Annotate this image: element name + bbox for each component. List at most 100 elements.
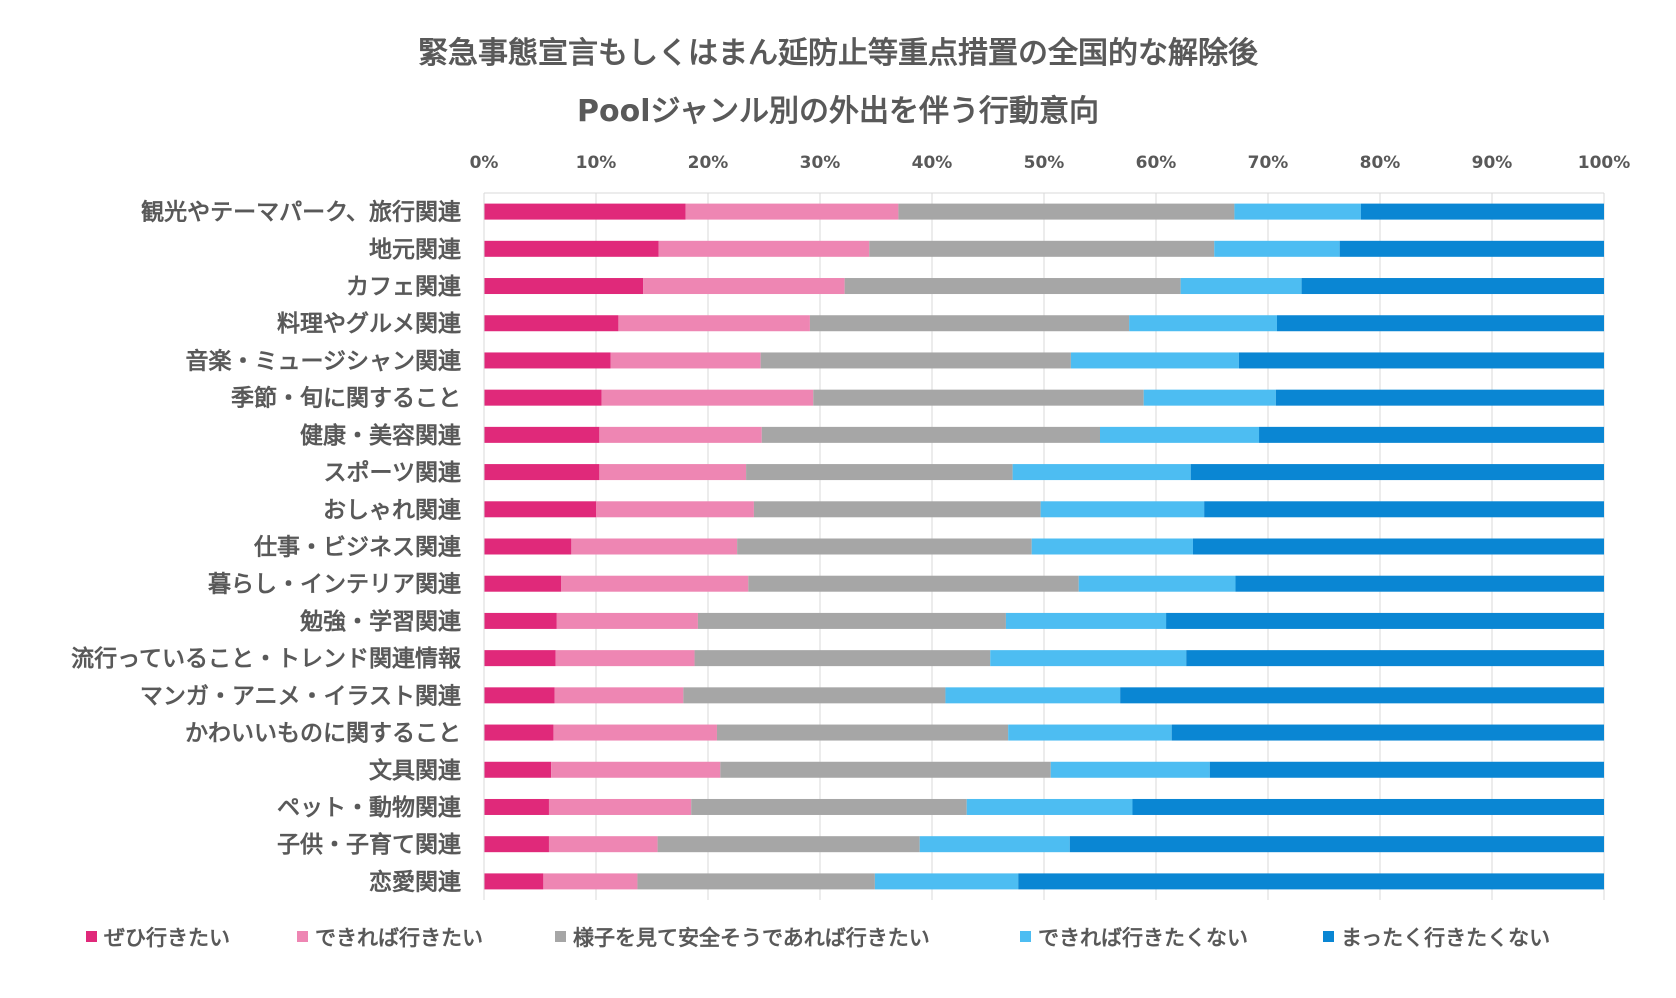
bar-segment [919, 836, 1070, 853]
bar-segment [484, 315, 619, 332]
bar-segment [966, 798, 1133, 815]
bar-segment [484, 464, 600, 481]
bar-segment [484, 724, 554, 741]
bar-segment [1031, 538, 1193, 555]
legend-label: まったく行きたくない [1341, 926, 1550, 950]
x-tick-label: 70% [1248, 153, 1289, 173]
bar-segment [657, 836, 920, 853]
bar-segment [1166, 612, 1604, 629]
bar-segment [945, 687, 1121, 704]
legend-swatch [1020, 931, 1031, 942]
bar-segment [874, 873, 1019, 890]
bar-segment [869, 240, 1215, 257]
bar-segment [1120, 687, 1604, 704]
bar-segment [554, 687, 684, 704]
chart-title: 緊急事態宣言もしくはまん延防止等重点措置の全国的な解除後 [418, 36, 1258, 71]
category-label: カフェ関連 [346, 274, 462, 300]
category-label: 料理やグルメ関連 [277, 310, 462, 337]
x-tick-label: 60% [1136, 153, 1177, 173]
bar-segment [990, 650, 1187, 667]
bar-segment [1186, 650, 1604, 667]
bar-segment [658, 240, 870, 257]
bar-segment [1339, 240, 1604, 257]
bar-segment [1040, 501, 1205, 518]
legend-swatch [1323, 931, 1334, 942]
bar-segment [746, 464, 1013, 481]
category-label: 地元関連 [369, 237, 462, 263]
bar-segment [484, 836, 549, 853]
category-label: 音楽・ミュージシャン関連 [185, 347, 462, 374]
bar-segment [643, 278, 845, 295]
legend-swatch [86, 931, 97, 942]
bar-segment [484, 501, 596, 518]
bar-segment [716, 724, 1009, 741]
x-tick-label: 40% [912, 153, 953, 173]
bar-segment [1275, 389, 1604, 406]
bar-segment [637, 873, 875, 890]
bar-segment [484, 650, 556, 667]
bar-segment [898, 203, 1235, 220]
category-label: 健康・美容関連 [300, 422, 462, 449]
bar-segment [543, 873, 638, 890]
category-label: 観光やテーマパーク、旅行関連 [141, 199, 462, 226]
bar-segment [484, 352, 611, 369]
bar-segment [484, 873, 544, 890]
bar-segment [1204, 501, 1604, 518]
bar-segment [691, 798, 967, 815]
bar-segment [1070, 352, 1239, 369]
x-tick-label: 80% [1360, 153, 1401, 173]
bar-segment [1190, 464, 1604, 481]
bar-segment [685, 203, 899, 220]
category-label: 勉強・学習関連 [299, 608, 462, 635]
bar-segment [1209, 761, 1604, 778]
category-label: 流行っていること・トレンド関連情報 [71, 645, 462, 672]
bar-segment [694, 650, 991, 667]
x-tick-label: 20% [688, 153, 729, 173]
bar-segment [484, 687, 555, 704]
category-label: かわいいものに関すること [185, 721, 461, 747]
category-label: 恋愛関連 [369, 868, 462, 895]
bar-segment [556, 612, 698, 629]
bar-segment [1238, 352, 1604, 369]
bar-segment [1214, 240, 1340, 257]
bar-segment [720, 761, 1051, 778]
bar-segment [484, 278, 644, 295]
bar-segment [760, 352, 1071, 369]
category-label: 季節・旬に関すること [231, 385, 461, 412]
legend-swatch [555, 931, 566, 942]
bar-segment [1360, 203, 1604, 220]
bar-segment [618, 315, 810, 332]
bar-segment [1078, 575, 1236, 592]
x-tick-label: 50% [1024, 153, 1065, 173]
x-tick-label: 10% [576, 153, 617, 173]
legend-label: できれば行きたい [315, 926, 483, 950]
bar-segment [697, 612, 1006, 629]
bar-segment [844, 278, 1181, 295]
bar-segment [683, 687, 946, 704]
bar-segment [1192, 538, 1604, 555]
bar-segment [809, 315, 1130, 332]
bar-segment [813, 389, 1144, 406]
category-label: 仕事・ビジネス関連 [253, 534, 462, 561]
bar-segment [601, 389, 814, 406]
bar-segment [737, 538, 1032, 555]
x-tick-label: 100% [1578, 153, 1631, 173]
category-label: 子供・子育て関連 [277, 831, 462, 858]
bar-segment [484, 240, 659, 257]
bar-segment [1069, 836, 1604, 853]
bar-segment [1100, 426, 1260, 443]
bar-segment [1005, 612, 1167, 629]
bar-segment [553, 724, 717, 741]
bar-segment [561, 575, 749, 592]
bar-segment [1235, 575, 1604, 592]
bar-segment [599, 426, 762, 443]
category-label: 暮らし・インテリア関連 [207, 572, 462, 598]
bar-segment [1171, 724, 1604, 741]
bar-segment [761, 426, 1100, 443]
x-tick-label: 90% [1472, 153, 1513, 173]
bar-segment [610, 352, 761, 369]
bar-segment [1050, 761, 1210, 778]
bar-segment [1234, 203, 1361, 220]
bar-segment [596, 501, 754, 518]
bar-segment [1129, 315, 1277, 332]
